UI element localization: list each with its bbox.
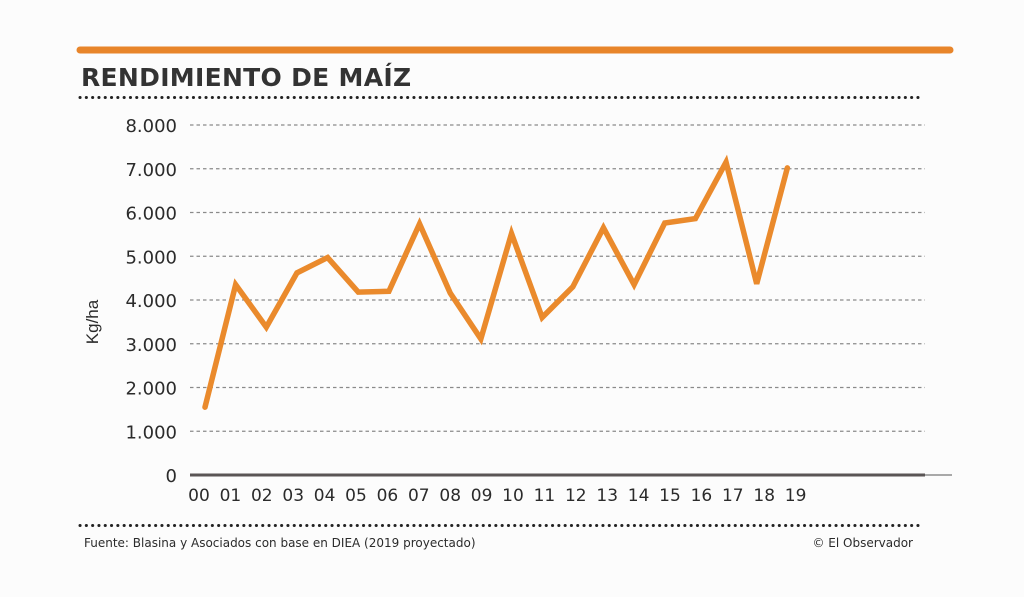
x-tick-label: 19: [785, 486, 807, 506]
x-tick-label: 12: [565, 486, 587, 506]
x-tick-label: 16: [691, 486, 713, 506]
x-tick-label: 05: [345, 486, 367, 506]
y-tick-labels: 0 1.000 2.000 3.000 4.000 5.000 6.000 7.000 8.00…: [125, 116, 177, 487]
y-axis-label: Kg/ha: [83, 299, 102, 344]
chart-title: RENDIMIENTO DE MAÍZ: [81, 63, 411, 92]
credit: © El Observador: [812, 536, 913, 550]
y-tick-label: 8.000: [125, 116, 177, 137]
x-tick-labels: 00 01 02 03 04 05 06 07 08 09 10 11 12 13 14 15 16 17 18 19: [188, 486, 806, 506]
y-tick-label: 4.000: [125, 291, 177, 312]
x-tick-label: 07: [408, 486, 430, 506]
x-tick-label: 01: [220, 486, 242, 506]
x-tick-label: 13: [596, 486, 618, 506]
x-tick-label: 11: [534, 486, 556, 506]
x-tick-label: 17: [722, 486, 744, 506]
y-tick-label: 1.000: [125, 422, 177, 443]
x-tick-label: 08: [439, 486, 461, 506]
x-tick-label: 15: [659, 486, 681, 506]
y-tick-label: 7.000: [125, 160, 177, 181]
source-note: Fuente: Blasina y Asociados con base en …: [84, 536, 476, 550]
x-tick-label: 00: [188, 486, 210, 506]
y-tick-label: 6.000: [125, 204, 177, 225]
x-tick-label: 06: [377, 486, 399, 506]
y-tick-label: 5.000: [125, 247, 177, 268]
y-tick-label: 0: [166, 466, 177, 487]
gridlines: [190, 124, 925, 432]
y-tick-label: 2.000: [125, 379, 177, 400]
series-line: [202, 154, 791, 410]
y-tick-label: 3.000: [125, 335, 177, 356]
x-tick-label: 10: [502, 486, 524, 506]
x-tick-label: 09: [471, 486, 493, 506]
x-tick-label: 14: [628, 486, 650, 506]
x-tick-label: 18: [753, 486, 775, 506]
x-tick-label: 04: [314, 486, 336, 506]
series-line-group: [202, 154, 791, 410]
x-tick-label: 02: [251, 486, 273, 506]
x-tick-label: 03: [282, 486, 304, 506]
